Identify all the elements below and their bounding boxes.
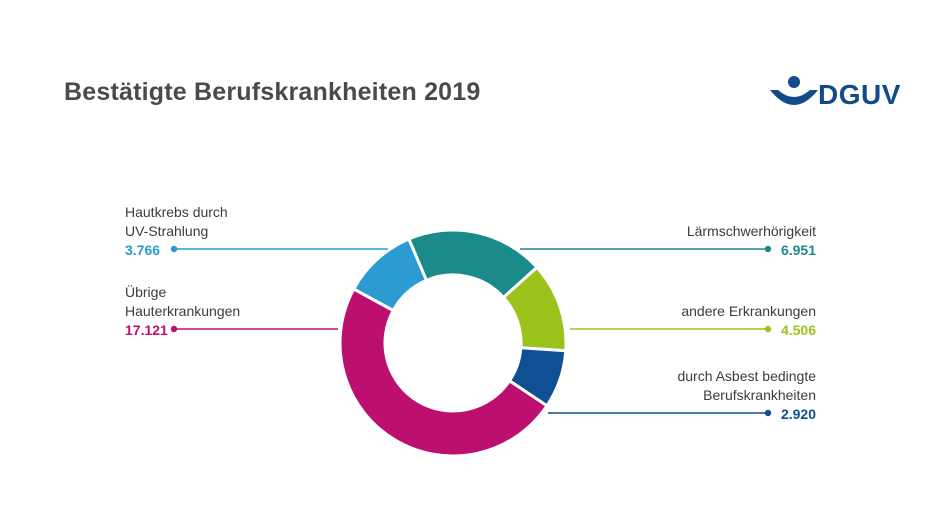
slice-hautkrebs: [351, 237, 429, 313]
leader-laermschwerhoerigkeit-dot: [764, 245, 772, 253]
leader-hautkrebs-dot: [170, 245, 178, 253]
slice-uebrige-hauterkrankungen: [338, 286, 550, 458]
value-uebrige-hauterkrankungen: 17.121: [125, 322, 168, 338]
dguv-logo-icon: [770, 76, 818, 105]
page-title: Bestätigte Berufskrankheiten 2019: [64, 78, 481, 106]
logo-text: DGUV: [818, 79, 901, 110]
value-andere-erkrankungen: 4.506: [780, 322, 816, 338]
leader-uebrige-hauterkrankungen-dot: [170, 325, 178, 333]
label-hautkrebs: Hautkrebs durch UV-Strahlung: [125, 204, 228, 239]
leader-asbest-dot: [764, 409, 772, 417]
label-laermschwerhoerigkeit: Lärmschwerhörigkeit: [686, 223, 816, 239]
value-asbest: 2.920: [780, 406, 816, 422]
value-hautkrebs: 3.766: [125, 242, 161, 258]
leader-andere-erkrankungen-dot: [764, 325, 772, 333]
label-asbest: durch Asbest bedingte Berufskrankheiten: [677, 368, 816, 403]
value-laermschwerhoerigkeit: 6.951: [780, 242, 816, 258]
label-uebrige-hauterkrankungen: Übrige Hauterkrankungen: [125, 284, 241, 319]
label-andere-erkrankungen: andere Erkrankungen: [681, 303, 816, 319]
